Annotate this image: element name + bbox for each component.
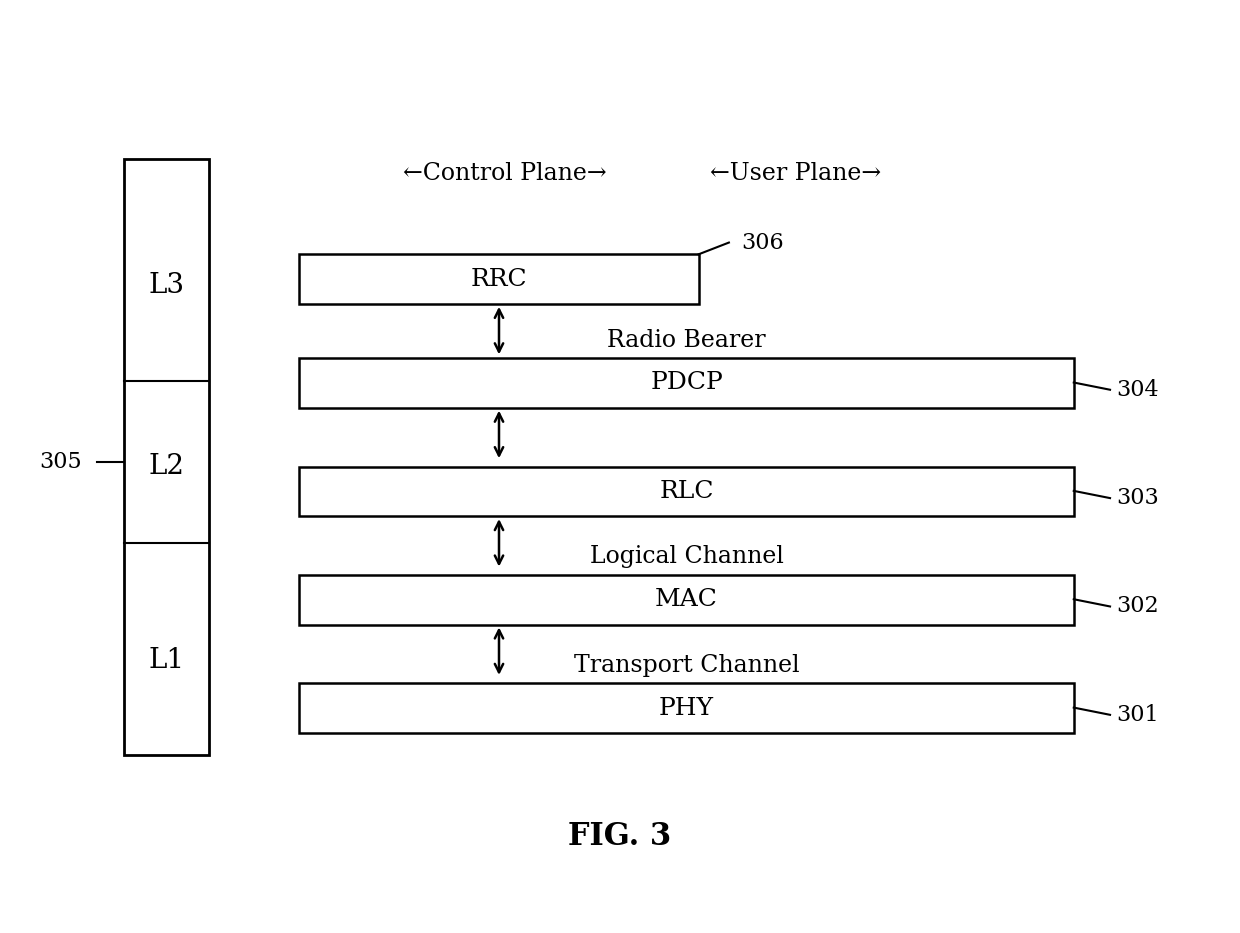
- Text: ←User Plane→: ←User Plane→: [709, 161, 880, 185]
- Text: FIG. 3: FIG. 3: [568, 821, 672, 852]
- Bar: [299, 358, 1074, 408]
- Text: ←Control Plane→: ←Control Plane→: [403, 161, 606, 185]
- Bar: [124, 160, 208, 756]
- Text: RRC: RRC: [471, 268, 527, 290]
- Text: RLC: RLC: [660, 480, 714, 503]
- Text: L1: L1: [149, 648, 185, 675]
- Bar: [299, 683, 1074, 733]
- Text: L2: L2: [149, 453, 185, 480]
- Text: 306: 306: [742, 231, 784, 254]
- Text: 302: 302: [1116, 595, 1158, 618]
- Text: PHY: PHY: [658, 697, 714, 719]
- Text: PDCP: PDCP: [650, 371, 723, 395]
- Text: 305: 305: [38, 451, 82, 473]
- Text: 304: 304: [1116, 379, 1158, 401]
- Text: 301: 301: [1116, 703, 1158, 726]
- Text: MAC: MAC: [655, 588, 718, 611]
- Text: 303: 303: [1116, 487, 1159, 509]
- Text: L3: L3: [149, 272, 185, 299]
- Bar: [299, 575, 1074, 624]
- Text: Radio Bearer: Radio Bearer: [608, 328, 766, 352]
- Text: Transport Channel: Transport Channel: [574, 654, 800, 676]
- Bar: [299, 255, 698, 304]
- Bar: [299, 466, 1074, 516]
- Text: Logical Channel: Logical Channel: [589, 545, 784, 568]
